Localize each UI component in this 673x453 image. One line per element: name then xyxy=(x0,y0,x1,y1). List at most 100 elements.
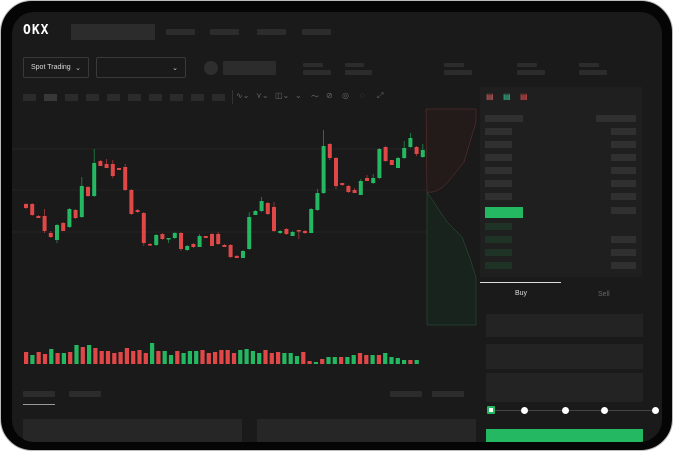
interval-button[interactable] xyxy=(149,94,162,101)
tab-orders[interactable] xyxy=(23,391,55,397)
nav-item[interactable] xyxy=(210,29,239,35)
filter-button[interactable] xyxy=(432,391,464,397)
volume-bar xyxy=(181,353,186,364)
total-input[interactable] xyxy=(486,373,643,402)
bid-price xyxy=(485,262,512,269)
volume-bar xyxy=(49,349,54,364)
volume-bar xyxy=(194,351,199,364)
dropdown-icon[interactable]: ⌄ xyxy=(295,91,302,100)
interval-button[interactable] xyxy=(107,94,120,101)
chevron-down-icon: ⌄ xyxy=(172,64,178,72)
stat-label xyxy=(303,63,323,67)
ob-header xyxy=(485,115,523,122)
candle xyxy=(234,255,239,258)
tab-buy[interactable]: Buy xyxy=(515,290,528,297)
interval-button[interactable] xyxy=(86,94,99,101)
orderbook-bids-icon[interactable]: ▤ xyxy=(503,92,511,101)
active-tab-underline xyxy=(480,282,561,283)
bid-price xyxy=(485,223,512,230)
volume-bar xyxy=(269,353,274,364)
pair-selector[interactable]: ⌄ xyxy=(96,57,186,78)
candle xyxy=(303,230,307,234)
candle xyxy=(315,189,320,211)
nav-item[interactable] xyxy=(302,29,331,35)
candle xyxy=(154,234,159,246)
volume-bar xyxy=(345,357,350,364)
interval-button[interactable] xyxy=(128,94,141,101)
volume-bar xyxy=(137,350,142,364)
line-draw-icon[interactable]: 〜 xyxy=(311,92,319,101)
volume-bar xyxy=(376,355,381,364)
ask-size xyxy=(611,128,636,135)
interval-button[interactable] xyxy=(65,94,78,101)
orderbook-asks-icon[interactable]: ▤ xyxy=(520,92,528,101)
candle xyxy=(216,232,221,245)
volume-bar xyxy=(408,360,413,364)
pencil-icon[interactable]: ⊘ xyxy=(326,91,333,100)
volume-bar xyxy=(143,353,148,364)
ask-size xyxy=(611,180,636,187)
interval-button[interactable] xyxy=(212,94,225,101)
orderbook-both-icon[interactable]: ▤ xyxy=(486,92,494,101)
nav-item[interactable] xyxy=(257,29,286,35)
candle xyxy=(191,243,196,248)
volume-bar xyxy=(231,353,237,364)
volume-bar xyxy=(99,351,104,364)
market-selector[interactable]: Spot Trading ⌄ xyxy=(23,57,89,78)
slider-stop-25[interactable] xyxy=(521,407,528,414)
candle xyxy=(408,133,413,148)
volume-bar xyxy=(351,355,356,364)
tab-history[interactable] xyxy=(69,391,101,397)
candle xyxy=(104,159,109,168)
filter-button[interactable] xyxy=(390,391,422,397)
slider-stop-75[interactable] xyxy=(601,407,608,414)
indicator-icon[interactable]: ∿⌄ xyxy=(236,91,250,100)
amount-slider-handle[interactable] xyxy=(487,406,495,414)
nav-item[interactable] xyxy=(166,29,195,35)
slider-stop-50[interactable] xyxy=(562,407,569,414)
candle xyxy=(358,179,363,195)
volume-bar xyxy=(288,353,293,364)
buy-button[interactable] xyxy=(486,429,643,442)
candlestick-chart[interactable] xyxy=(12,12,482,372)
candle xyxy=(365,175,369,181)
amount-slider-track[interactable] xyxy=(490,410,657,411)
price-input[interactable] xyxy=(486,314,643,337)
volume-bar xyxy=(68,352,73,364)
volume-bar xyxy=(162,351,167,364)
volume-bar xyxy=(250,351,255,364)
interval-button[interactable] xyxy=(170,94,183,101)
magnet-icon[interactable]: ◎ xyxy=(342,91,349,100)
interval-button[interactable] xyxy=(23,94,36,101)
ask-price xyxy=(485,141,512,148)
candle xyxy=(185,245,190,251)
amount-input[interactable] xyxy=(486,344,643,369)
candle xyxy=(383,146,388,162)
candle xyxy=(371,174,376,184)
candle xyxy=(24,203,28,209)
interval-icon[interactable]: ◫⌄ xyxy=(275,91,290,100)
candle xyxy=(129,189,134,215)
bid-price xyxy=(485,236,512,243)
settings-icon[interactable]: ◌ xyxy=(360,91,365,100)
candle xyxy=(148,243,152,246)
volume-bar xyxy=(105,351,111,364)
candle xyxy=(141,212,146,246)
fullscreen-icon[interactable]: ⤢ xyxy=(377,91,384,100)
interval-button[interactable] xyxy=(44,94,57,101)
volume-bar xyxy=(320,359,325,364)
candle xyxy=(346,185,351,193)
market-selector-label: Spot Trading xyxy=(31,64,71,71)
tab-sell[interactable]: Sell xyxy=(598,291,610,298)
slider-stop-100[interactable] xyxy=(652,407,659,414)
bid-price xyxy=(485,249,512,256)
search-bar[interactable] xyxy=(71,24,155,40)
interval-button[interactable] xyxy=(191,94,204,101)
chart-type-icon[interactable]: ⋎⌄ xyxy=(256,91,269,100)
volume-bar xyxy=(225,350,230,364)
depth-asks-area xyxy=(425,108,477,193)
candle xyxy=(396,157,400,168)
candle xyxy=(290,231,295,236)
okx-logo[interactable]: OKX xyxy=(23,23,50,38)
candle xyxy=(278,230,283,234)
